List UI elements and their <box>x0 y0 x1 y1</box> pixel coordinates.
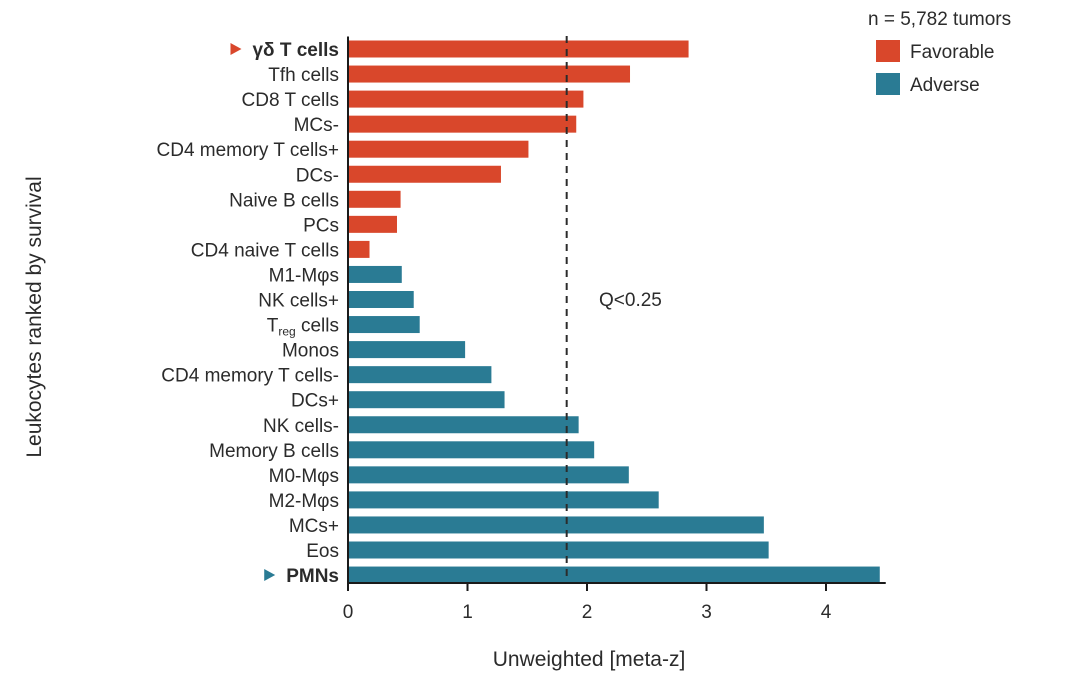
bar-16 <box>348 441 595 459</box>
category-label-0: γδ T cells <box>252 40 339 61</box>
category-label-subscript: reg <box>278 325 295 339</box>
bar-2 <box>348 90 584 108</box>
bar-21 <box>348 566 880 584</box>
category-label-18: M2-Mφs <box>269 491 339 512</box>
bar-12 <box>348 341 466 359</box>
category-label-10: NK cells+ <box>258 291 339 312</box>
category-label-16: Memory B cells <box>209 441 339 462</box>
category-labels: γδ T cells Tfh cells CD8 T cells MCs- CD4 me… <box>157 40 340 587</box>
bar-13 <box>348 366 492 384</box>
category-label-7: PCs <box>303 215 339 236</box>
bar-15 <box>348 416 579 434</box>
bar-17 <box>348 466 629 484</box>
bar-10 <box>348 291 414 308</box>
bar-1 <box>348 65 631 83</box>
x-tick-label: 2 <box>582 602 593 623</box>
category-label-1: Tfh cells <box>268 65 339 86</box>
bar-3 <box>348 115 577 133</box>
x-tick-label: 1 <box>462 602 473 623</box>
bar-4 <box>348 140 529 158</box>
category-label-19: MCs+ <box>289 516 339 537</box>
category-label-20: Eos <box>306 541 339 562</box>
x-axis-title: Unweighted [meta-z] <box>493 648 686 671</box>
x-axis-ticks: 0 1 2 3 4 <box>343 583 832 623</box>
category-label-2: CD8 T cells <box>242 90 340 111</box>
category-label-15: NK cells- <box>263 416 339 437</box>
highlight-marker-21 <box>264 569 276 582</box>
category-label-3: MCs- <box>294 115 339 136</box>
category-label-6: Naive B cells <box>229 190 339 211</box>
legend-swatch-favorable <box>876 40 900 62</box>
category-label-9: M1-Mφs <box>269 265 339 286</box>
legend-title: n = 5,782 tumors <box>868 9 1011 30</box>
legend: n = 5,782 tumors Favorable Adverse <box>868 9 1011 96</box>
category-label-main: T <box>267 316 279 337</box>
category-label-4: CD4 memory T cells+ <box>157 140 340 161</box>
y-axis-title: Leukocytes ranked by survival <box>23 176 46 457</box>
bar-0 <box>348 40 689 58</box>
bar-5 <box>348 165 501 183</box>
bar-18 <box>348 491 659 509</box>
legend-label-adverse: Adverse <box>910 75 980 96</box>
bars-layer <box>348 40 880 584</box>
category-label-12: Monos <box>282 341 339 362</box>
category-label-14: DCs+ <box>291 391 339 412</box>
bar-19 <box>348 516 764 534</box>
bar-14 <box>348 391 505 409</box>
category-label-5: DCs- <box>296 165 339 186</box>
category-label-8: CD4 naive T cells <box>191 240 339 261</box>
bar-20 <box>348 541 769 559</box>
legend-label-favorable: Favorable <box>910 42 995 63</box>
category-label-21: PMNs <box>286 566 339 587</box>
highlight-marker-0 <box>230 43 242 55</box>
x-tick-label: 0 <box>343 602 354 623</box>
bar-9 <box>348 265 402 283</box>
category-label-tail: cells <box>296 316 339 337</box>
bar-11 <box>348 316 420 334</box>
x-tick-label: 4 <box>821 602 832 623</box>
category-label-17: M0-Mφs <box>269 466 339 487</box>
threshold-label: Q<0.25 <box>599 290 662 311</box>
bar-7 <box>348 215 397 233</box>
x-tick-label: 3 <box>701 602 712 623</box>
legend-swatch-adverse <box>876 73 900 95</box>
bar-8 <box>348 240 370 258</box>
category-label-13: CD4 memory T cells- <box>161 366 339 387</box>
category-label-11: Treg cells <box>267 316 339 339</box>
bar-6 <box>348 190 401 208</box>
